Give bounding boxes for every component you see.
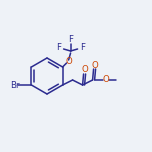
Text: F: F (80, 43, 85, 52)
Text: O: O (81, 66, 88, 74)
Text: F: F (68, 35, 73, 43)
Text: O: O (91, 60, 98, 69)
Text: O: O (65, 57, 72, 67)
Text: F: F (56, 43, 61, 52)
Text: O: O (102, 76, 109, 85)
Text: Br: Br (10, 81, 19, 90)
